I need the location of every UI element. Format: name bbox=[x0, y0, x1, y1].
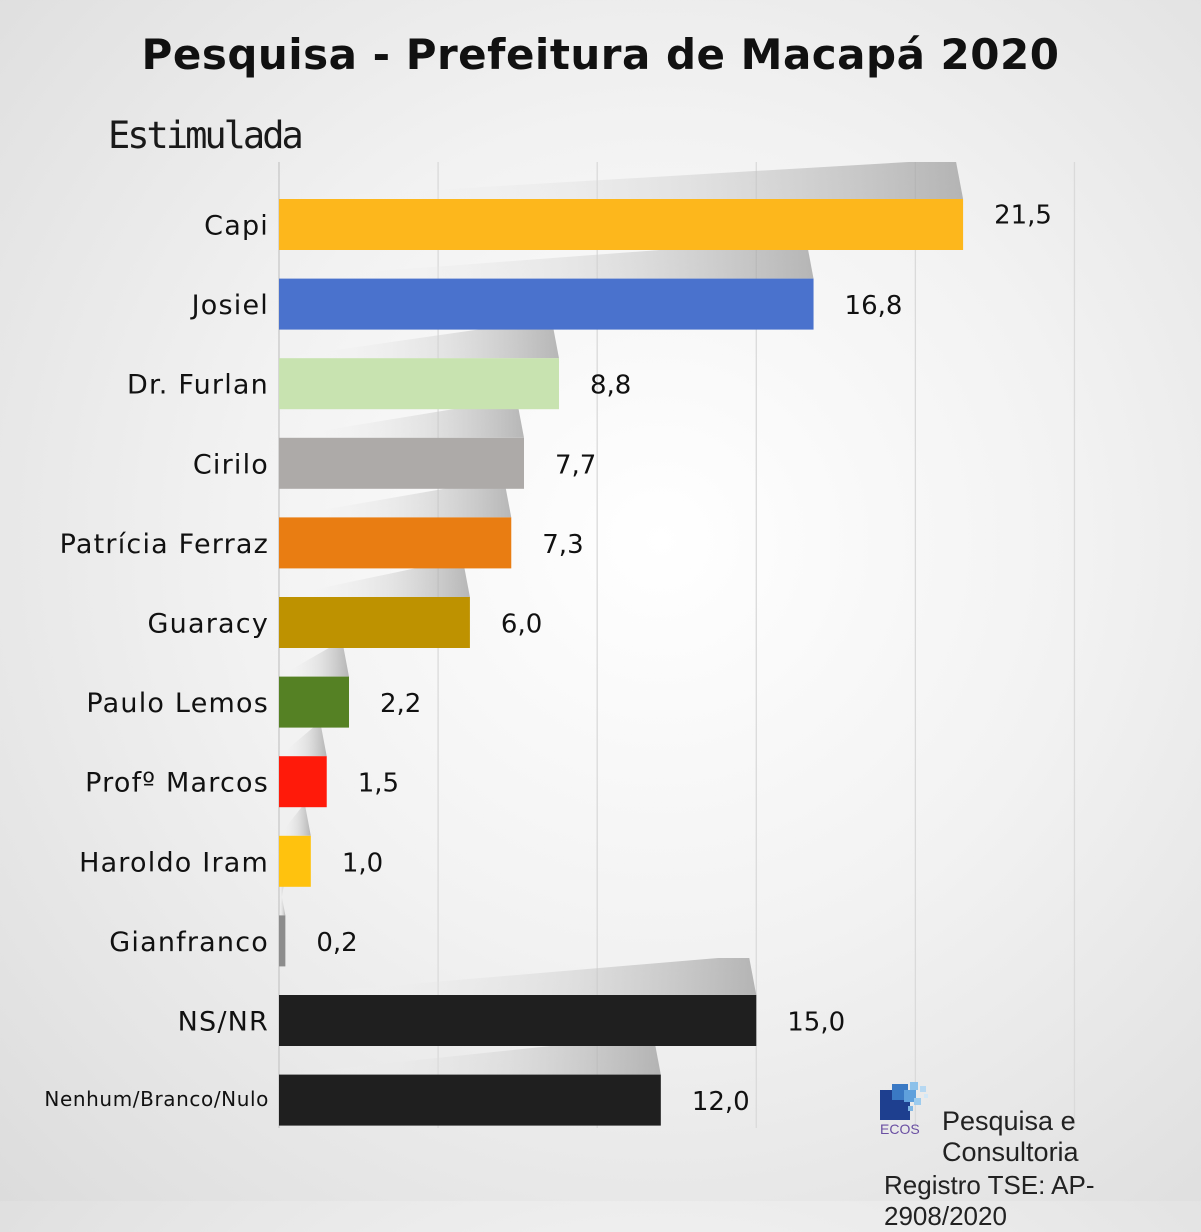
category-label: Paulo Lemos bbox=[86, 688, 269, 719]
ecos-logo: ECOS bbox=[880, 1082, 928, 1136]
bar bbox=[279, 437, 524, 489]
bar-shadow bbox=[279, 400, 524, 438]
category-label: Dr. Furlan bbox=[127, 370, 269, 401]
ecos-logo-text: ECOS bbox=[880, 1121, 920, 1136]
bar bbox=[279, 756, 327, 808]
bar-shadow bbox=[279, 798, 311, 836]
bar-shadow bbox=[279, 321, 559, 359]
value-label: 16,8 bbox=[845, 291, 903, 321]
bar bbox=[279, 915, 286, 967]
bar-shadow bbox=[278, 878, 286, 916]
bar-chart: Capi 21,5 Josiel 16,8 Dr. Furlan 8,8 Cirilo 7,7… bbox=[44, 162, 1076, 1128]
bar bbox=[279, 1074, 661, 1126]
bar bbox=[279, 835, 311, 887]
bar bbox=[279, 995, 757, 1046]
value-label: 12,0 bbox=[692, 1087, 750, 1117]
bar-shadow bbox=[279, 1037, 661, 1075]
bar-shadow bbox=[279, 719, 327, 757]
bar-shadow bbox=[279, 162, 964, 199]
category-label: Cirilo bbox=[193, 449, 269, 480]
value-label: 15,0 bbox=[787, 1008, 845, 1038]
category-label: Patrícia Ferraz bbox=[60, 529, 269, 560]
bar-shadow bbox=[279, 241, 814, 279]
value-label: 21,5 bbox=[994, 201, 1052, 231]
value-label: 6,0 bbox=[501, 610, 542, 640]
category-label: Gianfranco bbox=[109, 927, 269, 958]
category-label: Haroldo Iram bbox=[79, 847, 269, 878]
value-label: 7,7 bbox=[555, 450, 596, 480]
chart-subtitle: Estimulada bbox=[108, 114, 304, 157]
value-label: 8,8 bbox=[590, 371, 631, 401]
bar bbox=[279, 517, 512, 569]
category-label: Guaracy bbox=[148, 609, 269, 640]
category-label: Josiel bbox=[190, 290, 269, 321]
category-label: Profº Marcos bbox=[85, 768, 269, 799]
bar bbox=[279, 676, 349, 728]
category-label: Nenhum/Branco/Nulo bbox=[44, 1087, 269, 1111]
bar bbox=[279, 278, 814, 330]
bar-shadow bbox=[279, 560, 470, 597]
bar-shadow bbox=[279, 958, 757, 995]
value-label: 2,2 bbox=[380, 689, 421, 719]
bars bbox=[279, 199, 964, 1126]
bar bbox=[279, 199, 964, 250]
value-label: 1,5 bbox=[358, 769, 399, 799]
labels: Capi 21,5 Josiel 16,8 Dr. Furlan 8,8 Cirilo 7,7… bbox=[44, 201, 1052, 1118]
bar-shadow bbox=[279, 639, 349, 677]
bar-shadow bbox=[279, 480, 512, 518]
value-label: 7,3 bbox=[542, 530, 583, 560]
category-label: NS/NR bbox=[178, 1007, 269, 1038]
bar bbox=[279, 597, 470, 648]
value-label: 0,2 bbox=[316, 928, 357, 958]
registro-tse: Registro TSE: AP-2908/2020 bbox=[884, 1170, 1095, 1231]
bar bbox=[279, 358, 559, 410]
chart-title: Pesquisa - Prefeitura de Macapá 2020 bbox=[141, 30, 1060, 79]
category-label: Capi bbox=[204, 211, 269, 242]
value-label: 1,0 bbox=[342, 848, 383, 878]
company-name: Pesquisa e Consultoria bbox=[942, 1106, 1079, 1167]
bar-shadows bbox=[278, 162, 964, 1075]
